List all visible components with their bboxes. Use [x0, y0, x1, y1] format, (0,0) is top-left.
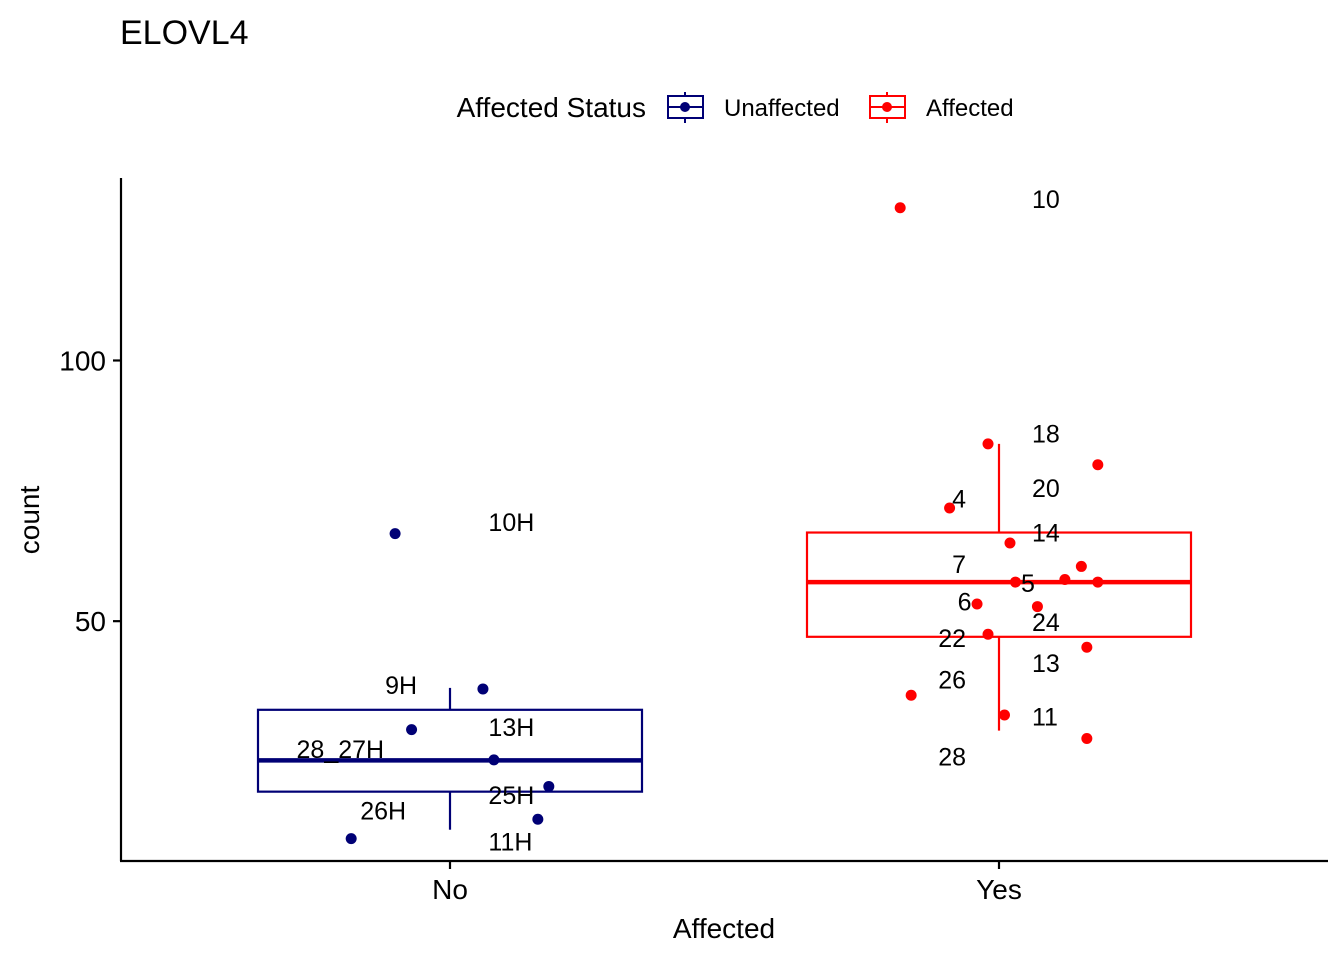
data-point: [1075, 560, 1087, 572]
point-label: 10: [1032, 186, 1060, 214]
point-label: 5: [1021, 570, 1035, 598]
legend-title: Affected Status: [457, 92, 646, 123]
y-tick-label: 100: [59, 345, 106, 376]
x-axis-title: Affected: [673, 913, 775, 944]
data-point: [998, 709, 1010, 721]
data-point: [944, 502, 956, 514]
series-affected: 10 18 4 20 14 7 5 6 24 22 13 26 11 28: [805, 186, 1193, 772]
point-label: 14: [1032, 520, 1060, 548]
data-point: [543, 780, 555, 792]
point-label: 11H: [488, 829, 532, 857]
data-point: [894, 202, 906, 214]
box-iqr: [805, 531, 1193, 638]
legend-key-unaffected: [667, 92, 704, 123]
point-label: 13H: [488, 714, 534, 742]
data-point: [345, 833, 357, 845]
legend: Affected Status Unaffected Affected: [457, 92, 1014, 123]
data-point: [488, 754, 500, 766]
data-point: [982, 628, 994, 640]
point-label: 18: [1032, 420, 1060, 448]
x-ticks: No Yes: [432, 861, 1022, 905]
data-point: [389, 528, 401, 540]
point-label: 25H: [488, 782, 534, 810]
point-label: 26: [938, 667, 966, 695]
x-tick-label: Yes: [976, 874, 1022, 905]
point-label: 6: [958, 588, 972, 616]
data-point: [1092, 576, 1104, 588]
chart-title: ELOVL4: [120, 14, 249, 52]
data-point: [406, 724, 418, 736]
point-label: 10H: [488, 509, 534, 537]
data-point: [982, 438, 994, 450]
point-label: 11: [1032, 704, 1058, 732]
data-point: [971, 598, 983, 610]
point-label: 9H: [385, 672, 417, 700]
data-point: [1059, 573, 1071, 585]
data-point: [905, 689, 917, 701]
data-point: [1031, 601, 1043, 613]
legend-key-affected: [869, 92, 906, 123]
point-label: 24: [1032, 609, 1060, 637]
legend-label-unaffected: Unaffected: [724, 95, 840, 122]
point-label: 28_27H: [297, 736, 385, 764]
box-iqr: [256, 708, 644, 793]
data-point: [1081, 641, 1093, 653]
y-axis-title: count: [14, 486, 45, 555]
data-point: [1092, 459, 1104, 471]
data-point: [1004, 537, 1016, 549]
legend-label-affected: Affected: [926, 95, 1014, 122]
point-label: 28: [938, 744, 966, 772]
point-label: 22: [938, 625, 966, 653]
data-point: [532, 813, 544, 825]
point-label: 4: [952, 486, 966, 514]
point-label: 20: [1032, 475, 1060, 503]
point-label: 7: [952, 551, 966, 579]
data-point: [1009, 576, 1021, 588]
data-point: [1081, 732, 1093, 744]
y-tick-label: 50: [75, 606, 106, 637]
y-ticks: 50 100: [59, 345, 121, 637]
series-unaffected: 10H 9H 13H 28_27H 25H 26H 11H: [256, 509, 644, 857]
point-label: 26H: [360, 797, 406, 825]
x-tick-label: No: [432, 874, 468, 905]
data-point: [477, 683, 489, 695]
point-label: 13: [1032, 650, 1060, 678]
